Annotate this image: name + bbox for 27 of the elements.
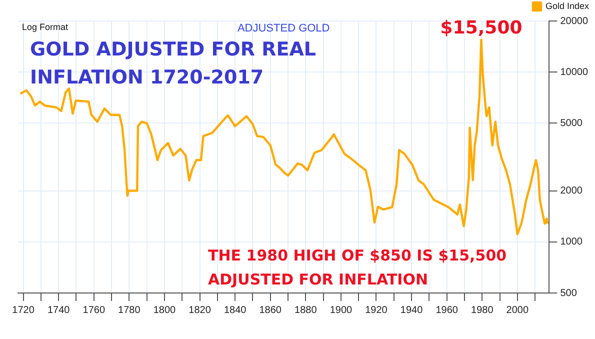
x-tick-label: 1740 xyxy=(47,304,70,316)
y-tick-label: 20000 xyxy=(560,16,588,27)
x-tick-label: 1800 xyxy=(153,304,176,316)
y-tick-label: 1000 xyxy=(560,236,583,248)
annotation: $15,500 xyxy=(440,17,522,38)
x-tick-label: 1920 xyxy=(365,304,388,316)
chart-subtitle: ADJUSTED GOLD xyxy=(237,22,330,35)
x-tick-label: 1960 xyxy=(436,304,458,316)
y-tick-label: 500 xyxy=(560,288,578,299)
x-tick-label: 1880 xyxy=(294,304,318,316)
y-tick-label: 2000 xyxy=(560,186,583,197)
y-tick-label: 10000 xyxy=(560,66,588,78)
y-tick-label: 5000 xyxy=(560,118,583,129)
x-tick-label: 1760 xyxy=(82,304,106,316)
legend-label: Gold Index xyxy=(545,0,590,11)
x-tick-label: 1840 xyxy=(224,304,247,316)
x-tick-label: 1780 xyxy=(118,304,141,316)
annotation: THE 1980 HIGH OF $850 IS $15,500 ADJUSTED FOR INFLATION xyxy=(208,246,507,288)
x-tick-label: 1980 xyxy=(471,304,494,316)
x-tick-label: 1940 xyxy=(400,304,424,316)
annotation: Log Format xyxy=(22,22,69,32)
x-tick-label: 1900 xyxy=(330,304,353,316)
x-tick-label: 1820 xyxy=(188,304,212,316)
x-tick-label: 1860 xyxy=(259,304,282,316)
text: GOLD ADJUSTED FOR REAL INFLATION 1720-2017 xyxy=(30,38,316,88)
x-tick-label: 1720 xyxy=(12,304,35,316)
x-tick-label: 2000 xyxy=(506,304,529,316)
